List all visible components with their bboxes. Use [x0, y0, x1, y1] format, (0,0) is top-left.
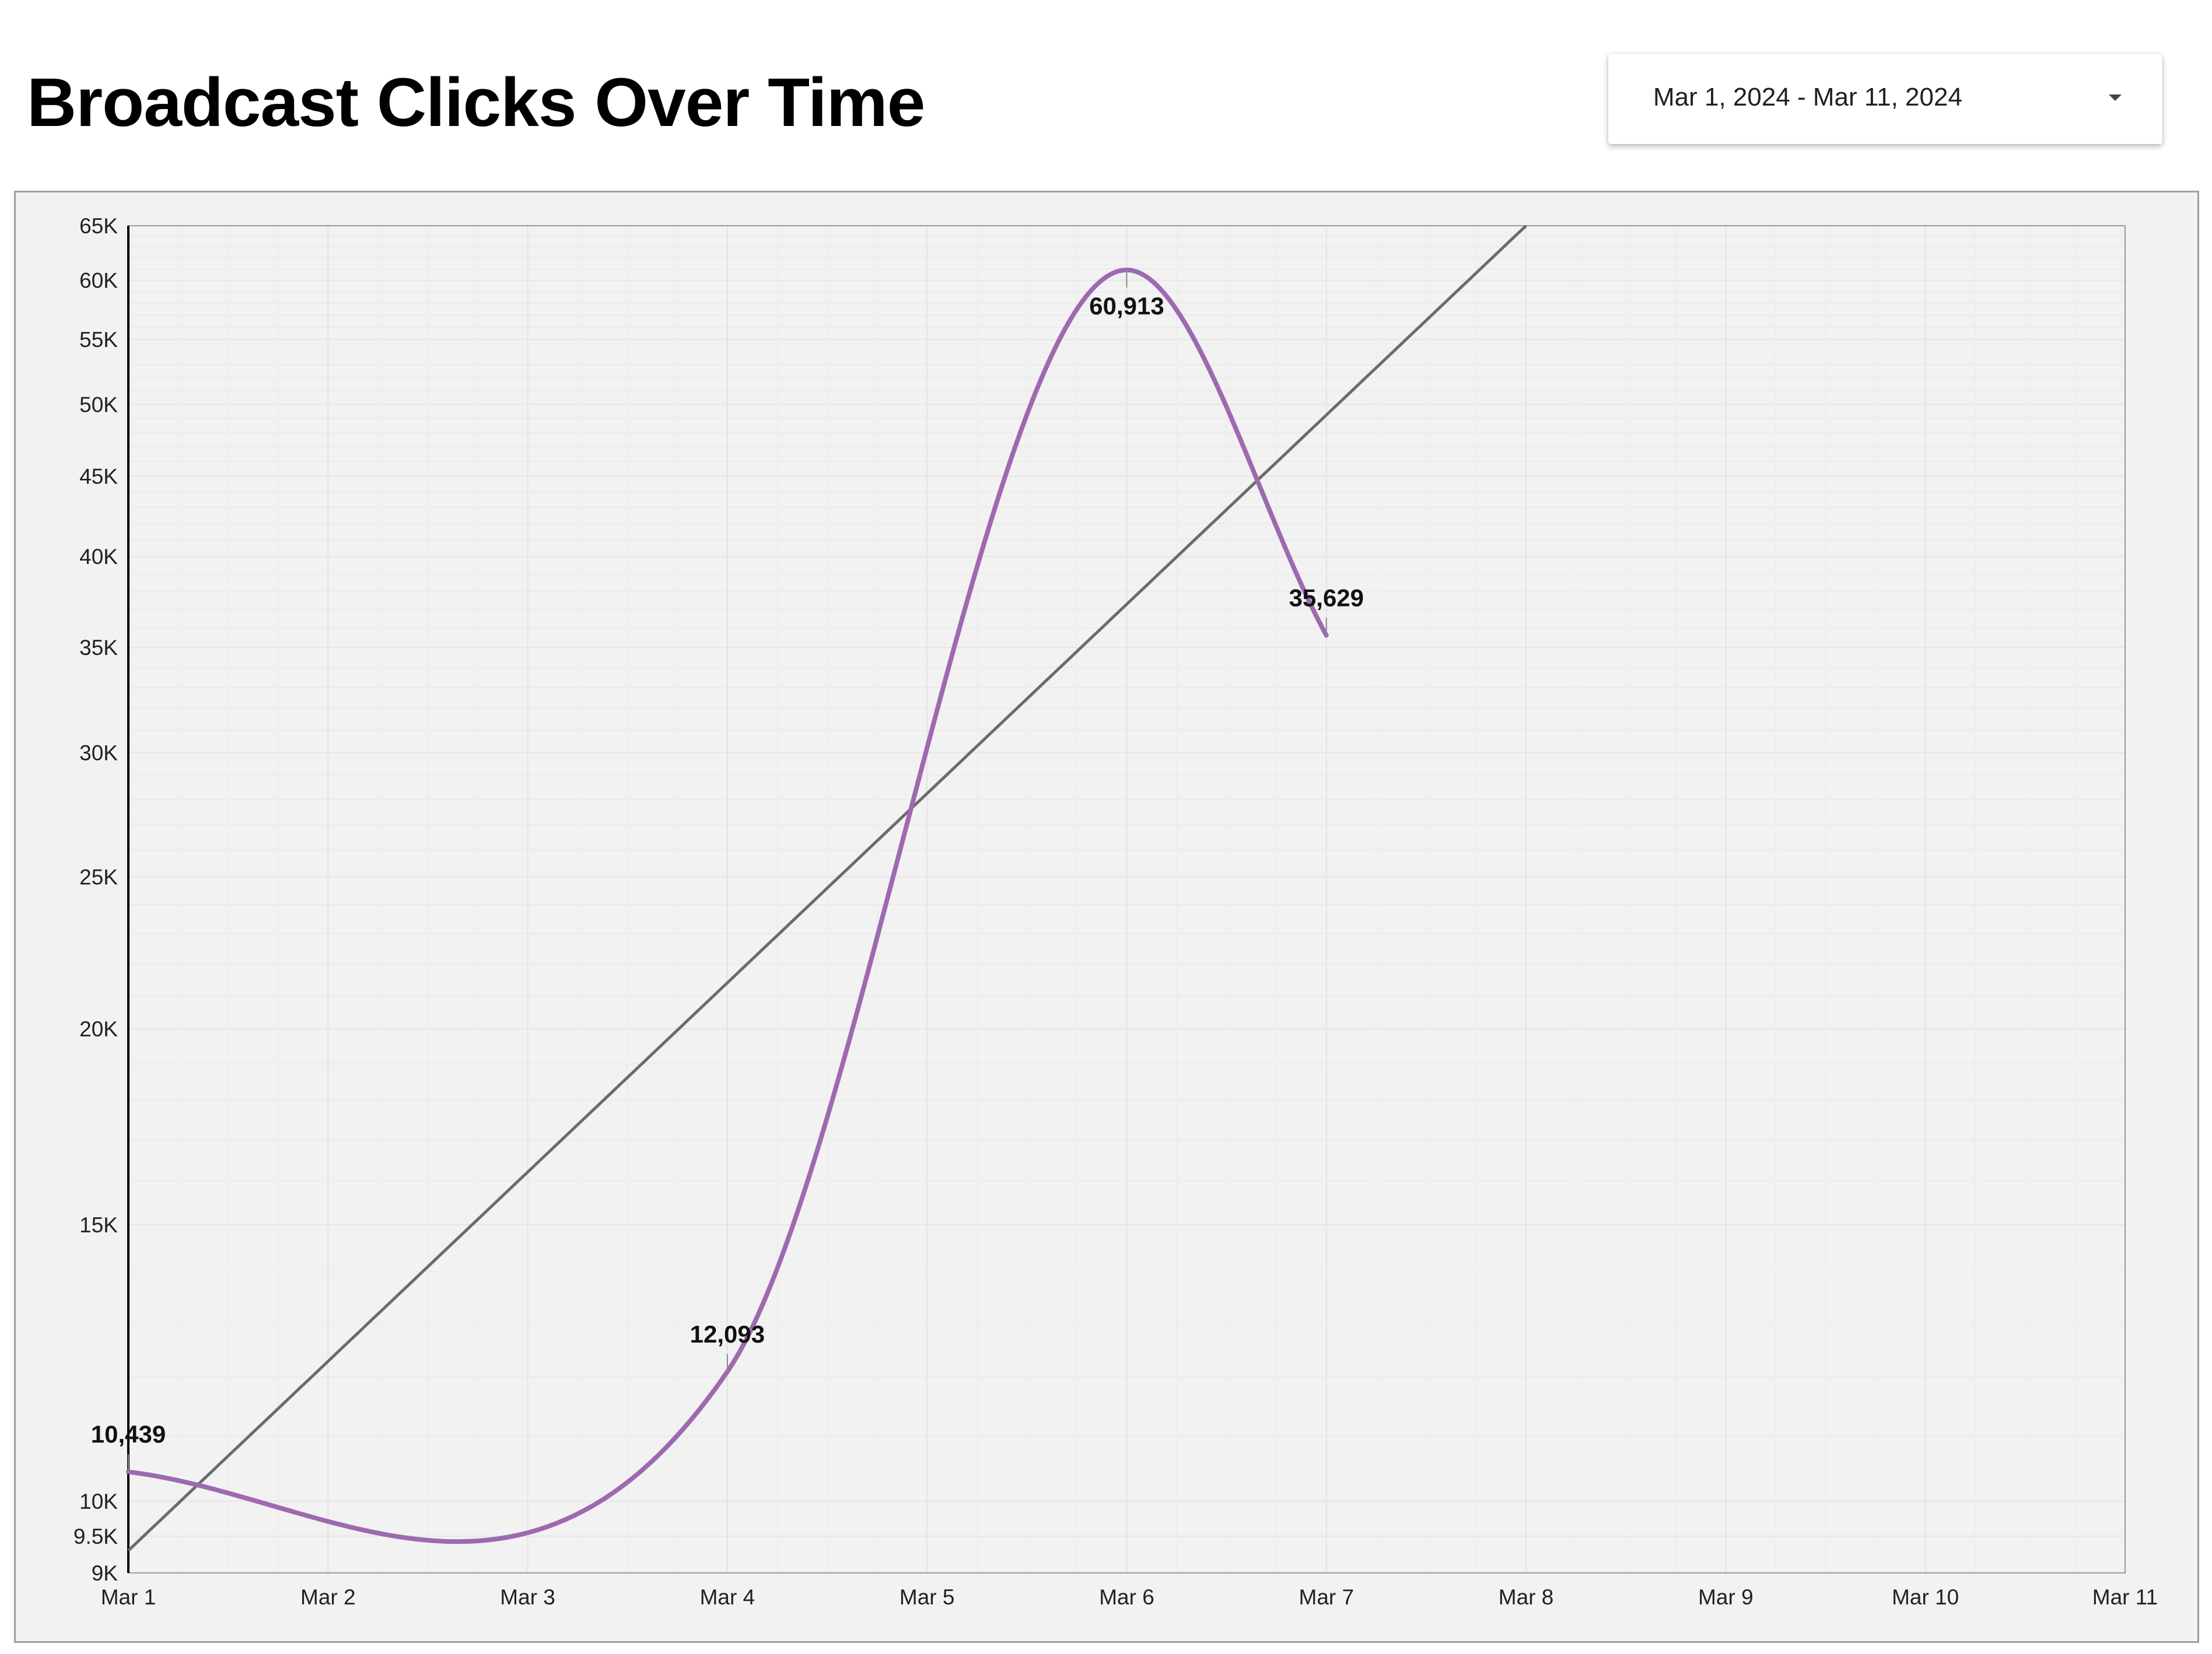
- y-tick-label: 35K: [79, 636, 118, 660]
- date-range-picker[interactable]: Mar 1, 2024 - Mar 11, 2024: [1608, 54, 2162, 144]
- x-tick-label: Mar 2: [300, 1585, 356, 1609]
- data-label-layer: 10,439 12,093 60,913 35,629: [91, 269, 1364, 1472]
- y-tick-label: 25K: [79, 865, 118, 889]
- x-tick-label: Mar 5: [900, 1585, 955, 1609]
- y-tick-label: 40K: [79, 545, 118, 569]
- y-tick-label: 50K: [79, 393, 118, 417]
- page-title: Broadcast Clicks Over Time: [27, 64, 925, 141]
- y-tick-label: 9K: [92, 1561, 118, 1585]
- y-tick-label: 65K: [79, 214, 118, 238]
- x-tick-label: Mar 1: [101, 1585, 156, 1609]
- x-tick-label: Mar 9: [1698, 1585, 1754, 1609]
- y-tick-label: 10K: [79, 1490, 118, 1513]
- x-tick-label: Mar 6: [1099, 1585, 1154, 1609]
- series-layer: [126, 267, 1329, 1544]
- y-tick-label: 55K: [79, 328, 118, 352]
- x-tick-label: Mar 4: [700, 1585, 755, 1609]
- y-tick-label: 20K: [79, 1017, 118, 1041]
- grid-lines: [128, 225, 2125, 1574]
- trendline: [127, 225, 1527, 1552]
- date-range-label: Mar 1, 2024 - Mar 11, 2024: [1653, 83, 1962, 111]
- y-tick-label: 60K: [79, 269, 118, 293]
- y-tick-label: 9.5K: [74, 1525, 118, 1548]
- x-tick-label: Mar 8: [1499, 1585, 1554, 1609]
- x-tick-label: Mar 11: [2092, 1585, 2158, 1609]
- x-tick-label: Mar 7: [1299, 1585, 1354, 1609]
- y-tick-label: 30K: [79, 741, 118, 765]
- series-line-clicks: [126, 267, 1329, 1544]
- data-label: 35,629: [1289, 584, 1364, 611]
- x-tick-label: Mar 3: [500, 1585, 555, 1609]
- data-label: 12,093: [690, 1320, 765, 1348]
- y-tick-label: 15K: [79, 1213, 118, 1237]
- data-label: 60,913: [1089, 292, 1164, 320]
- y-tick-label: 45K: [79, 465, 118, 489]
- chevron-down-icon: [2109, 94, 2122, 101]
- clicks-line-chart: 9K 9.5K 10K 15K 20K 25K 30K 35K 40K 45K 50K 55K 60K 6…: [74, 214, 2158, 1609]
- data-label: 10,439: [91, 1421, 166, 1448]
- x-tick-label: Mar 10: [1892, 1585, 1959, 1609]
- trendline-layer: [127, 225, 1527, 1552]
- chart-panel: 9K 9.5K 10K 15K 20K 25K 30K 35K 40K 45K 50K 55K 60K 6…: [14, 191, 2199, 1643]
- chart-axes: 9K 9.5K 10K 15K 20K 25K 30K 35K 40K 45K 50K 55K 60K 6…: [74, 214, 2158, 1609]
